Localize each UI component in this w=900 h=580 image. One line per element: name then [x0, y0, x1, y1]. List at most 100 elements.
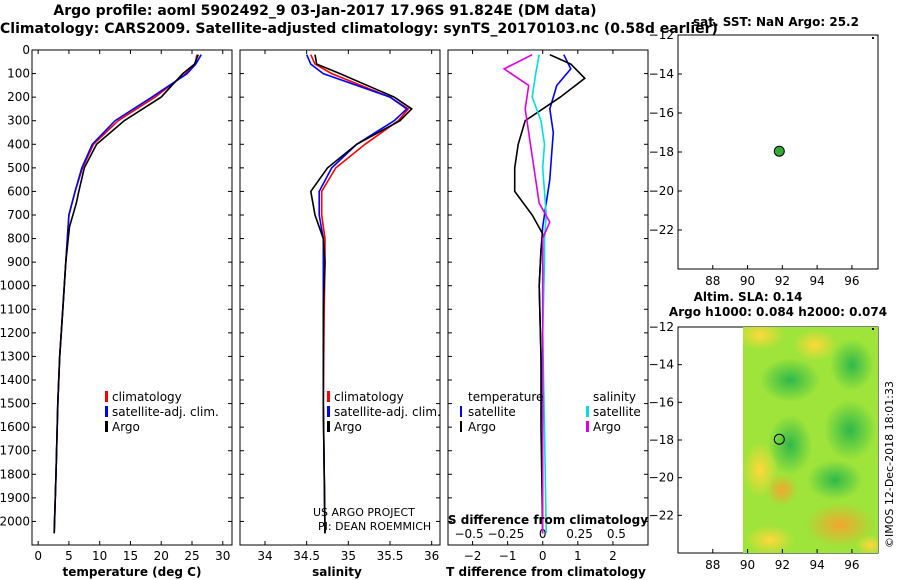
title-line-1: Argo profile: aoml 5902492_9 03-Jan-2017…	[53, 3, 597, 19]
depth-tick-label: 1700	[0, 444, 30, 458]
sla-blob	[768, 415, 812, 475]
x-tick-label: 34.5	[293, 549, 320, 563]
x-tick-label: 0	[34, 549, 42, 563]
legend-salinity-title: salinity	[593, 390, 636, 404]
depth-tick-label: 1600	[0, 420, 30, 434]
sla-blob	[807, 460, 863, 500]
sst-map-points	[773, 145, 785, 157]
difference-depth-ticks	[448, 49, 648, 522]
t-difference-x-label: T difference from climatology	[446, 565, 646, 579]
legend-t-satellite-label: satellite	[468, 405, 516, 419]
difference-panel: −2 −1 0 1 2 −0.5 −0.25 0 0.25 0.5 temperature sa…	[446, 49, 649, 579]
sla-map-marker-dot	[872, 328, 874, 330]
difference-lines	[502, 53, 587, 534]
legend-t-argo-label: Argo	[468, 420, 496, 434]
x-tick-label: 0	[539, 549, 547, 563]
depth-tick-label: 400	[7, 137, 30, 151]
depth-tick-label: 900	[7, 255, 30, 269]
depth-tick-label: 500	[7, 161, 30, 175]
depth-tick-label: 0	[22, 43, 30, 57]
legend-temperature-title: temperature	[468, 390, 543, 404]
series-line-t-argo	[513, 53, 587, 534]
depth-tick-label: 200	[7, 90, 30, 104]
map-x-tick-label: 88	[705, 274, 720, 288]
series-line-climatology	[53, 54, 198, 534]
depth-tick-label: 700	[7, 208, 30, 222]
legend-satellite-label: satellite-adj. clim.	[112, 405, 219, 419]
depth-tick-label: 1200	[0, 326, 30, 340]
sla-map-title-1: Altim. SLA: 0.14	[694, 290, 803, 304]
map-x-tick-label: 92	[775, 558, 790, 572]
temperature-panel: 0100200300400500600700800900100011001200…	[0, 43, 233, 579]
map-y-tick-label: −12	[649, 320, 674, 334]
map-y-tick-label: −20	[649, 184, 674, 198]
salinity-axes-frame	[239, 49, 441, 546]
depth-tick-label: 1300	[0, 349, 30, 363]
x-tick-label: 34	[257, 549, 272, 563]
pi-annotation: PI: DEAN ROEMMICH	[318, 520, 431, 533]
legend-t-satellite-swatch	[460, 406, 462, 417]
imos-credit: ©IMOS 12-Dec-2018 18:01:33	[883, 381, 896, 548]
x-tick-label: 35.5	[377, 549, 404, 563]
project-annotation: US ARGO PROJECT	[313, 506, 415, 519]
map-y-tick-label: −14	[649, 67, 674, 81]
x-tick-label: 36	[424, 549, 439, 563]
s-difference-tick-label: −0.25	[488, 527, 525, 541]
sla-blob	[760, 358, 820, 402]
difference-axes-frame	[447, 49, 649, 546]
depth-tick-label: 2000	[0, 514, 30, 528]
title-line-2: Climatology: CARS2009. Satellite-adjuste…	[0, 21, 718, 37]
map-y-tick-label: −16	[649, 395, 674, 409]
temperature-lines	[53, 54, 202, 534]
depth-tick-label: 600	[7, 184, 30, 198]
x-tick-label: 10	[92, 549, 107, 563]
sla-map-points	[773, 433, 785, 445]
legend-climatology-swatch	[105, 391, 108, 402]
sla-blob	[793, 329, 837, 361]
salinity-legend: climatology satellite-adj. clim. Argo	[327, 390, 441, 434]
legend-climatology-swatch	[327, 391, 330, 402]
depth-tick-label: 100	[7, 67, 30, 81]
s-difference-label: S difference from climatology	[448, 513, 648, 527]
sst-map-marker-dot	[872, 37, 874, 39]
sst-map-title: sat. SST: NaN Argo: 25.2	[693, 15, 859, 29]
x-tick-label: 5	[65, 549, 73, 563]
legend-satellite-swatch	[105, 406, 108, 417]
depth-tick-label: 1400	[0, 373, 30, 387]
legend-s-satellite-label: satellite	[593, 405, 641, 419]
legend-s-argo-label: Argo	[593, 420, 621, 434]
map-x-tick-label: 96	[844, 274, 859, 288]
map-y-tick-label: −16	[649, 106, 674, 120]
map-x-tick-label: 90	[740, 274, 755, 288]
map-x-tick-label: 88	[705, 558, 720, 572]
temperature-x-axis: 0 5 10 15 20 25 30	[34, 50, 230, 563]
sst-map-axes: 88 90 92 94 96 −12 −14 −16 −18 −20 −22	[649, 28, 860, 288]
legend-argo-swatch	[105, 421, 108, 432]
legend-satellite-swatch	[327, 406, 330, 417]
map-x-tick-label: 94	[809, 558, 824, 572]
sla-blob	[830, 339, 874, 391]
sla-map-axes: 88 90 92 94 96 −12 −14 −16 −18 −20 −22	[649, 320, 860, 572]
map-y-tick-label: −12	[649, 28, 674, 42]
depth-tick-label: 1900	[0, 491, 30, 505]
depth-tick-label: 1100	[0, 302, 30, 316]
map-y-tick-label: −18	[649, 145, 674, 159]
argo-profile-location-marker	[773, 433, 785, 445]
temperature-axes-frame	[31, 49, 233, 546]
t-difference-x-axis: −2 −1 0 1 2	[464, 50, 617, 563]
x-tick-label: −1	[499, 549, 517, 563]
legend-s-satellite-swatch	[586, 406, 589, 417]
temperature-x-label: temperature (deg C)	[63, 565, 202, 579]
x-tick-label: 35	[341, 549, 356, 563]
sla-map-title-2: Argo h1000: 0.084 h2000: 0.074	[669, 305, 887, 319]
sla-blob	[824, 400, 876, 460]
x-tick-label: 1	[574, 549, 582, 563]
x-tick-label: 25	[184, 549, 199, 563]
depth-tick-label: 1500	[0, 397, 30, 411]
sst-map-panel: sat. SST: NaN Argo: 25.2 88 90 92 94 96 −12 −1…	[649, 15, 879, 288]
map-y-tick-label: −22	[649, 223, 674, 237]
sla-blob	[856, 535, 878, 553]
x-tick-label: 2	[609, 549, 617, 563]
map-x-tick-label: 94	[809, 274, 824, 288]
sla-heatmap	[743, 327, 878, 553]
